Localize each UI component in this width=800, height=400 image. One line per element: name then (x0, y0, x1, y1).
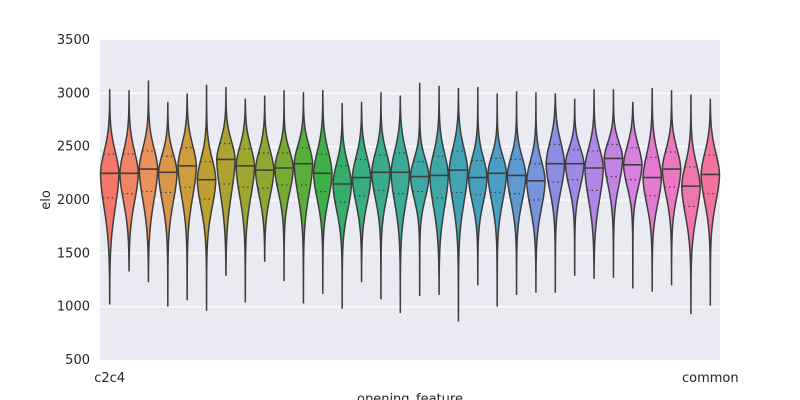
violin-1 (119, 90, 139, 272)
violin-5 (196, 84, 217, 311)
violin-body (138, 80, 159, 283)
violin-body (545, 93, 566, 293)
violin-body (487, 93, 508, 307)
violin-30 (680, 94, 701, 315)
violin-body (390, 95, 411, 314)
violin-body (254, 95, 275, 262)
y-tick-label: 1000 (57, 300, 90, 315)
violin-7 (235, 98, 256, 303)
violin-8 (254, 95, 275, 262)
violin-28 (642, 87, 663, 292)
violin-body (700, 98, 721, 306)
violin-21 (506, 91, 527, 295)
violin-18 (448, 87, 469, 322)
violin-body (467, 86, 488, 286)
violin-body (584, 89, 605, 279)
violin-29 (661, 90, 682, 286)
violin-body (235, 98, 256, 303)
violin-3 (157, 101, 178, 307)
violin-31 (700, 98, 721, 306)
violin-body (448, 87, 469, 322)
y-tick-label: 2000 (57, 193, 90, 208)
violin-6 (215, 86, 236, 276)
violin-body (642, 87, 663, 292)
y-tick-label: 3500 (57, 33, 90, 48)
violin-body (603, 89, 624, 278)
violin-body (177, 93, 198, 301)
violin-2 (138, 80, 159, 283)
x-tick-labels: c2c4 common (94, 371, 738, 386)
violin-20 (487, 93, 508, 307)
y-axis-title: elo (39, 190, 54, 210)
violin-15 (390, 95, 411, 314)
violin-16 (409, 82, 430, 297)
y-tick-label: 3000 (57, 86, 90, 101)
violins (99, 80, 721, 322)
violin-body (332, 102, 353, 309)
violin-body (215, 86, 236, 276)
violin-4 (177, 93, 198, 301)
violin-12 (332, 102, 353, 309)
violin-body (157, 101, 178, 307)
violin-body (351, 101, 372, 283)
violin-19 (467, 86, 488, 286)
violin-body (661, 90, 682, 286)
violin-body (196, 84, 217, 311)
y-tick-label: 2500 (57, 140, 90, 155)
violin-14 (370, 92, 391, 300)
violin-22 (526, 92, 546, 293)
violin-body (119, 90, 139, 272)
y-tick-label: 500 (65, 353, 90, 368)
x-tick-label-first: c2c4 (94, 371, 125, 386)
violin-body (274, 90, 294, 282)
violin-26 (603, 89, 624, 278)
violin-13 (351, 101, 372, 283)
y-tick-labels: 500 1000 1500 2000 2500 3000 3500 (57, 33, 90, 368)
violin-body (429, 85, 450, 295)
violin-body (526, 92, 546, 293)
violin-body (564, 98, 585, 276)
violin-0 (99, 89, 120, 305)
violin-27 (622, 101, 643, 289)
violin-body (680, 94, 701, 315)
x-axis-title: opening_feature (357, 392, 463, 400)
violin-body (409, 82, 430, 297)
violin-body (312, 90, 333, 294)
violin-body (99, 89, 120, 305)
y-tick-label: 1500 (57, 246, 90, 261)
violin-body (506, 91, 527, 295)
x-tick-label-last: common (682, 371, 739, 386)
violin-body (370, 92, 391, 300)
violin-25 (584, 89, 605, 279)
violin-11 (312, 90, 333, 294)
violin-10 (293, 92, 314, 304)
violin-24 (564, 98, 585, 276)
violin-9 (274, 90, 294, 282)
violin-23 (545, 93, 566, 293)
violin-17 (429, 85, 450, 295)
violin-body (293, 92, 314, 304)
violin-body (622, 101, 643, 289)
